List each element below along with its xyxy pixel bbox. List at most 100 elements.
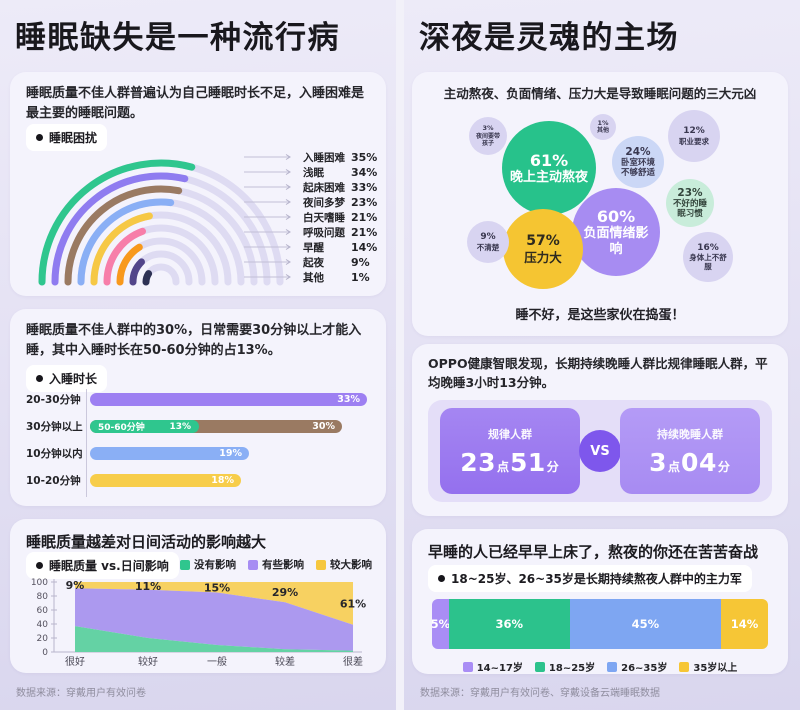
arc-item-label: 呼吸问题 — [303, 226, 345, 239]
bubble-value: 57% — [526, 233, 560, 250]
area-top-label: 29% — [272, 586, 298, 599]
legend-label: 18~25岁 — [548, 663, 596, 674]
bar-value-label: 33% — [337, 394, 360, 405]
arc-item-label: 其他 — [303, 271, 324, 284]
bar-chart-axis — [86, 389, 87, 497]
bar-sub-segment: 50-60分钟 13% — [90, 420, 199, 433]
age-bar-segment: 45% — [569, 599, 721, 649]
regular-sleepers-label: 规律人群 — [488, 427, 532, 441]
bubble: 61% 晚上主动熬夜 — [502, 121, 596, 215]
arrow-right-icon — [285, 169, 291, 175]
arc-value — [90, 212, 153, 286]
arrow-right-icon — [285, 259, 291, 265]
bubble-label: 职业要求 — [679, 136, 709, 146]
arc-item-label: 起夜 — [302, 256, 324, 269]
legend-swatch — [607, 661, 618, 672]
bullet-dot-icon — [36, 562, 43, 569]
regular-sleepers-box: 规律人群 23 点 51 分 — [440, 408, 580, 494]
quality-impact-title: 睡眠质量越差对日间活动的影响越大 — [26, 533, 267, 551]
fall-asleep-chip: 入睡时长 — [26, 365, 108, 392]
arc-value — [64, 185, 183, 286]
arc-item-value: 21% — [351, 226, 377, 239]
arc-item-value: 1% — [351, 271, 370, 284]
x-category-label: 一般 — [207, 655, 227, 668]
bar-track: 19% — [90, 447, 372, 460]
sleep-troubles-paragraph: 睡眠质量不佳人群普遍认为自己睡眠时长不足，入睡困难是最主要的睡眠问题。 — [26, 86, 365, 122]
bubble: 16% 身体上不舒服 — [683, 232, 733, 282]
area-series-major-impact — [75, 582, 353, 625]
arc-item-value: 34% — [351, 166, 377, 179]
age-distribution-chip-label: 18~25岁、26~35岁是长期持续熬夜人群中的主力军 — [451, 572, 742, 586]
bubble-value: 16% — [697, 242, 719, 253]
arrow-right-icon — [285, 274, 291, 280]
bar-track: 33% — [90, 393, 372, 406]
bubble-label: 晚上主动熬夜 — [509, 169, 588, 185]
bubble-label: 夜间要带孩子 — [475, 132, 500, 147]
arc-value — [142, 270, 153, 286]
bubble-value: 61% — [529, 150, 569, 170]
area-top-label: 11% — [135, 580, 161, 593]
sleep-troubles-radial-chart: 入睡困难 35% 浅眠 34% 起床困难 33% 夜间多梦 23% 白天嗜睡 21% 呼吸问题 21%… — [38, 151, 377, 286]
age-bar-legend: 14~17岁 18~25岁 26~35岁 35岁以上 — [412, 659, 788, 674]
arrow-right-icon — [285, 199, 291, 205]
bar-row: 10-20分钟 18% — [26, 474, 372, 487]
x-category-label: 较好 — [138, 655, 158, 668]
legend-swatch — [462, 661, 473, 672]
x-category-label: 较差 — [275, 655, 295, 668]
bar-row: 20-30分钟 33% — [26, 393, 372, 406]
area-chart-legend: 没有影响 有些影响 较大影响 — [180, 557, 372, 572]
left-data-source: 数据来源：穿戴用户有效问卷 — [16, 688, 146, 699]
arrow-right-icon — [285, 184, 291, 190]
hour-unit: 点 — [668, 459, 681, 474]
fall-asleep-card: 睡眠质量不佳人群中的30%，日常需要30分钟以上才能入睡，其中入睡时长在50-6… — [10, 309, 386, 506]
arc-item-value: 21% — [351, 211, 377, 224]
left-panel: 睡眠缺失是一种流行病 睡眠质量不佳人群普遍认为自己睡眠时长不足，入睡困难是最主要… — [0, 0, 396, 710]
bar-row: 10分钟以内 19% — [26, 447, 372, 460]
arc-item-label: 入睡困难 — [303, 151, 345, 164]
hour-unit: 点 — [496, 459, 509, 474]
bubble: 23% 不好的睡眠习惯 — [666, 179, 714, 227]
bubble: 1% 其他 — [590, 114, 616, 140]
bar-pill: 18% — [90, 474, 241, 487]
bedtime-compare-panel: 规律人群 23 点 51 分 VS 持续晚睡人群 3 点 04 分 — [428, 400, 772, 502]
arrow-right-icon — [285, 244, 291, 250]
legend-swatch — [679, 661, 690, 672]
arc-item-label: 夜间多梦 — [302, 196, 345, 209]
arc-item-value: 33% — [351, 181, 377, 194]
y-tick-label: 60 — [37, 606, 49, 616]
bar-sub-value: 13% — [169, 421, 191, 432]
area-series-no-impact — [75, 626, 353, 652]
late-sleepers-box: 持续晚睡人群 3 点 04 分 — [620, 408, 760, 494]
causes-bubble-chart: 61% 晚上主动熬夜 60% 负面情绪影响 57% 压力大 24% 卧室环境不够舒适 23% 不好… — [412, 72, 788, 336]
hour-value: 3 — [649, 447, 668, 477]
minute-value: 04 — [681, 447, 717, 477]
quality-impact-chip-label: 睡眠质量 vs.日间影响 — [49, 559, 169, 573]
age-distribution-card: 早睡的人已经早早上床了，熬夜的你还在苦苦奋战 18~25岁、26~35岁是长期持… — [412, 529, 788, 674]
quality-impact-card: 睡眠质量越差对日间活动的影响越大 睡眠质量 vs.日间影响 没有影响 有些影响 较大… — [10, 519, 386, 673]
bubble-label: 身体上不舒服 — [689, 253, 727, 272]
legend-swatch — [180, 559, 190, 570]
legend-label: 没有影响 — [194, 559, 236, 571]
bar-row-label: 20-30分钟 — [26, 394, 81, 406]
arc-item-value: 9% — [351, 256, 370, 269]
legend-label: 较大影响 — [330, 559, 372, 571]
bubble-label: 卧室环境不够舒适 — [620, 158, 655, 179]
bubble: 24% 卧室环境不够舒适 — [612, 136, 664, 188]
age-bar-segment: 36% — [448, 599, 570, 649]
arc-value — [103, 227, 146, 286]
age-bar-segment: 5% — [432, 599, 450, 649]
sleep-troubles-chip-label: 睡眠困扰 — [49, 131, 98, 145]
bar-value-label: 18% — [211, 475, 234, 486]
legend-item: 18~25岁 — [534, 659, 596, 674]
legend-swatch — [248, 559, 258, 570]
bubble: 12% 职业要求 — [668, 110, 720, 162]
y-tick-label: 100 — [31, 578, 48, 588]
legend-swatch — [316, 559, 326, 570]
causes-card: 主动熬夜、负面情绪、压力大是导致睡眠问题的三大元凶 61% 晚上主动熬夜 60% 负面… — [412, 72, 788, 336]
hour-value: 23 — [460, 447, 496, 477]
legend-label: 有些影响 — [262, 559, 304, 571]
causes-tagline: 睡不好，是这些家伙在捣蛋！ — [515, 308, 685, 323]
arc-value — [51, 172, 189, 286]
bubble-value: 23% — [677, 186, 703, 199]
bar-pill: 33% — [90, 393, 367, 406]
